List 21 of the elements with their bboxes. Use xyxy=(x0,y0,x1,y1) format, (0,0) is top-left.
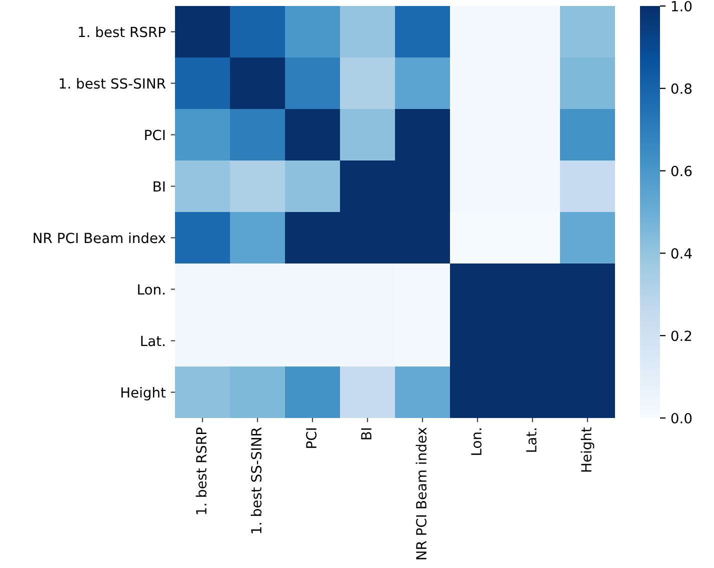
y-tick-label: BI xyxy=(154,181,165,192)
y-tick-label: 1. best SS-SINR xyxy=(60,78,166,89)
x-tick-label: Lat. xyxy=(526,428,537,452)
color-bar-label: 0.8 xyxy=(671,83,692,94)
y-tick-label: Height xyxy=(121,386,166,400)
x-tick-label: Lon. xyxy=(471,428,482,455)
x-tick-label: PCI xyxy=(306,428,317,448)
y-tick-label: Lon. xyxy=(138,284,164,295)
x-tick-label: Height xyxy=(580,427,594,472)
x-tick-label: NR PCI Beam index xyxy=(416,427,427,560)
color-bar-label: 0.4 xyxy=(671,248,692,259)
y-tick-label: 1. best RSRP xyxy=(78,26,166,38)
color-bar-label: 1.0 xyxy=(672,0,692,12)
y-tick-label: Lat. xyxy=(141,336,164,346)
color-bar-label: 0.6 xyxy=(671,166,692,176)
y-tick-label: NR PCI Beam index xyxy=(34,232,166,244)
color-bar-label: 0.2 xyxy=(671,330,692,342)
y-tick-label: PCI xyxy=(145,130,165,140)
x-tick-label: BI xyxy=(361,428,372,440)
color-bar-label: 0.0 xyxy=(671,412,692,424)
x-tick-label: 1. best SS-SINR xyxy=(250,427,262,534)
